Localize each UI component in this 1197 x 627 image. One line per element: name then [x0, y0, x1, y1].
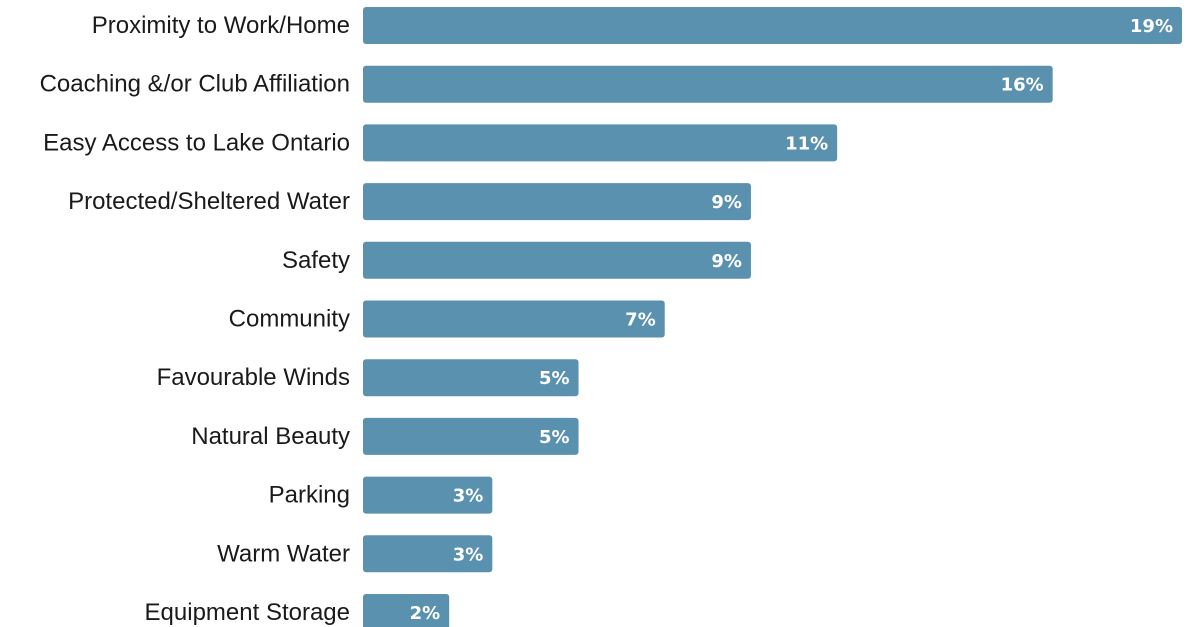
- bar: [363, 535, 493, 573]
- value-label: 7%: [625, 310, 656, 331]
- category-label: Safety: [282, 247, 350, 274]
- value-label: 5%: [539, 368, 570, 389]
- value-label: 11%: [785, 133, 828, 154]
- category-label: Protected/Sheltered Water: [68, 188, 350, 215]
- category-label: Parking: [269, 482, 350, 509]
- category-label: Easy Access to Lake Ontario: [43, 129, 350, 156]
- bar: [363, 7, 1182, 44]
- bar: [363, 300, 665, 338]
- value-label: 3%: [453, 486, 484, 507]
- category-label: Natural Beauty: [191, 423, 350, 450]
- bar: [363, 241, 751, 279]
- category-label: Community: [229, 306, 350, 333]
- bar: [363, 124, 838, 162]
- bar: [363, 65, 1053, 103]
- category-label: Favourable Winds: [157, 364, 350, 391]
- value-label: 5%: [539, 427, 570, 448]
- bar: [363, 476, 493, 514]
- value-label: 16%: [1001, 75, 1044, 96]
- category-label: Equipment Storage: [145, 599, 350, 626]
- category-label: Coaching &/or Club Affiliation: [40, 71, 350, 98]
- bar: [363, 183, 751, 221]
- value-label: 3%: [453, 544, 484, 565]
- value-label: 19%: [1130, 16, 1173, 37]
- value-label: 9%: [711, 192, 742, 213]
- bar: [363, 359, 579, 397]
- bar: [363, 594, 450, 627]
- value-label: 2%: [410, 603, 441, 624]
- category-label: Warm Water: [217, 540, 350, 567]
- bar: [363, 417, 579, 455]
- category-label: Proximity to Work/Home: [92, 12, 350, 39]
- value-label: 9%: [711, 251, 742, 272]
